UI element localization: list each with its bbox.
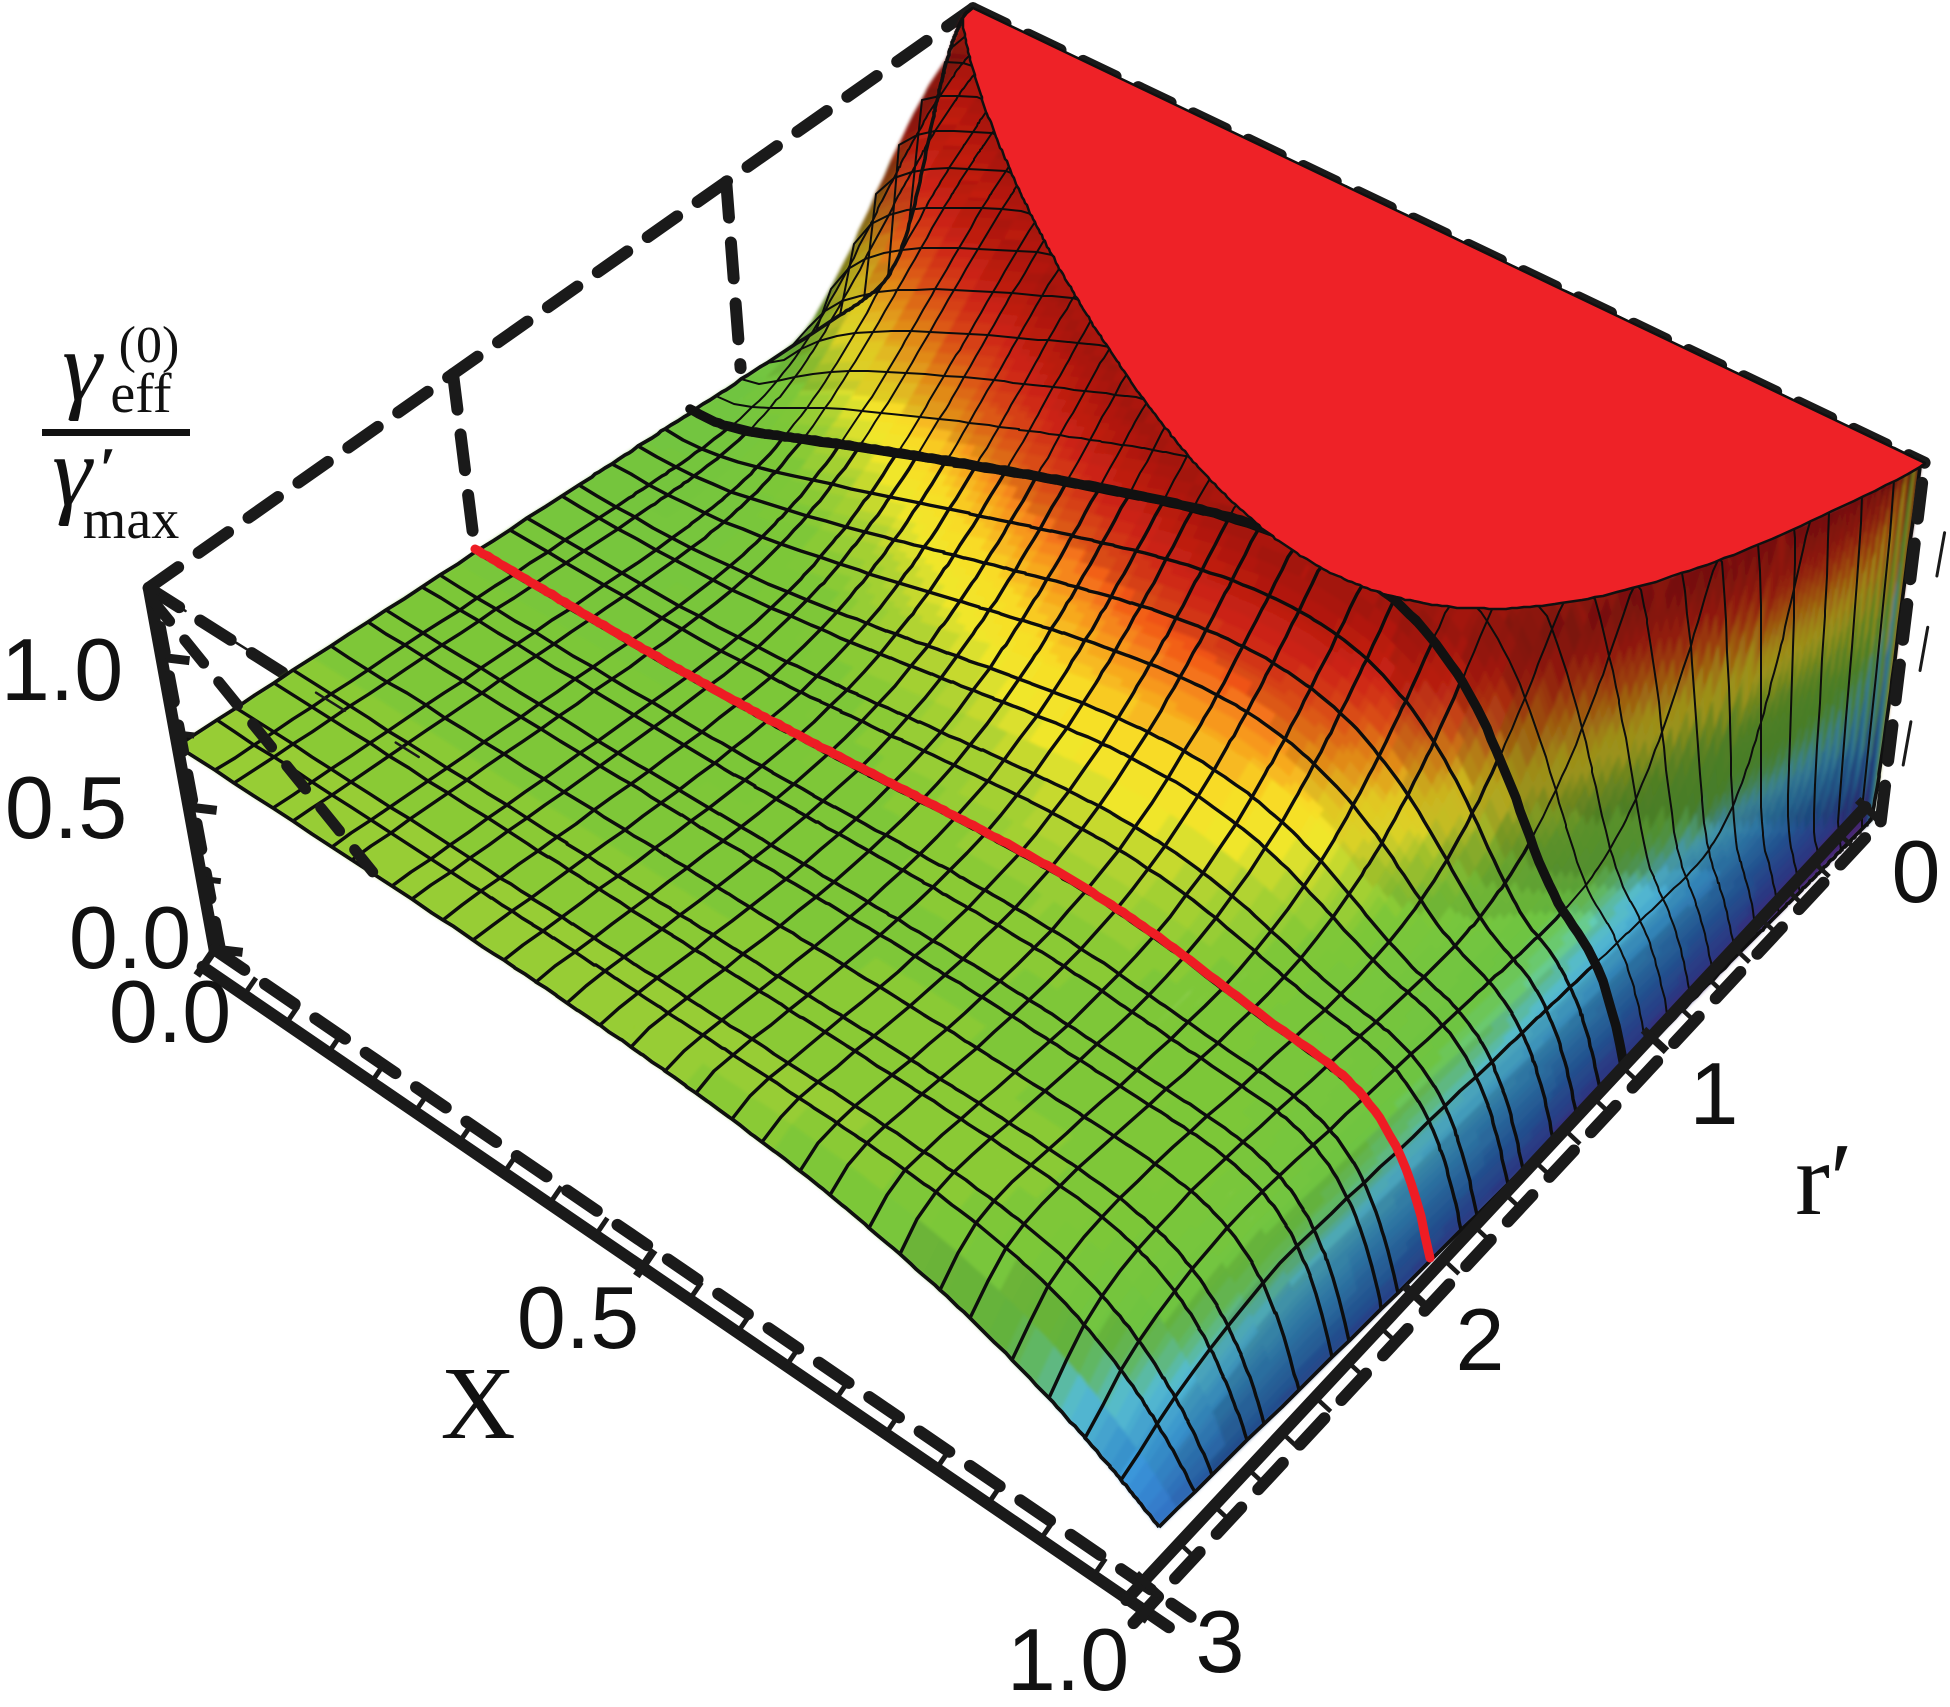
svg-text:max: max — [83, 489, 179, 551]
svg-text:γ: γ — [52, 416, 94, 527]
svg-text:1.0: 1.0 — [1007, 1610, 1129, 1702]
svg-text:3: 3 — [1196, 1592, 1245, 1691]
svg-text:0: 0 — [1892, 822, 1941, 921]
svg-text:0.0: 0.0 — [69, 888, 191, 987]
svg-text:r′: r′ — [1795, 1122, 1852, 1237]
svg-text:0.5: 0.5 — [517, 1268, 639, 1367]
svg-text:X: X — [440, 1346, 515, 1461]
svg-text:0.5: 0.5 — [5, 758, 127, 857]
svg-text:γ: γ — [62, 311, 104, 422]
svg-text:′: ′ — [100, 436, 117, 502]
svg-text:1: 1 — [1690, 1044, 1739, 1143]
svg-text:0.0: 0.0 — [109, 962, 231, 1061]
svg-text:eff: eff — [110, 363, 171, 425]
svg-text:1.0: 1.0 — [1, 620, 123, 719]
svg-text:2: 2 — [1456, 1290, 1505, 1389]
svg-text:(0): (0) — [119, 317, 180, 374]
